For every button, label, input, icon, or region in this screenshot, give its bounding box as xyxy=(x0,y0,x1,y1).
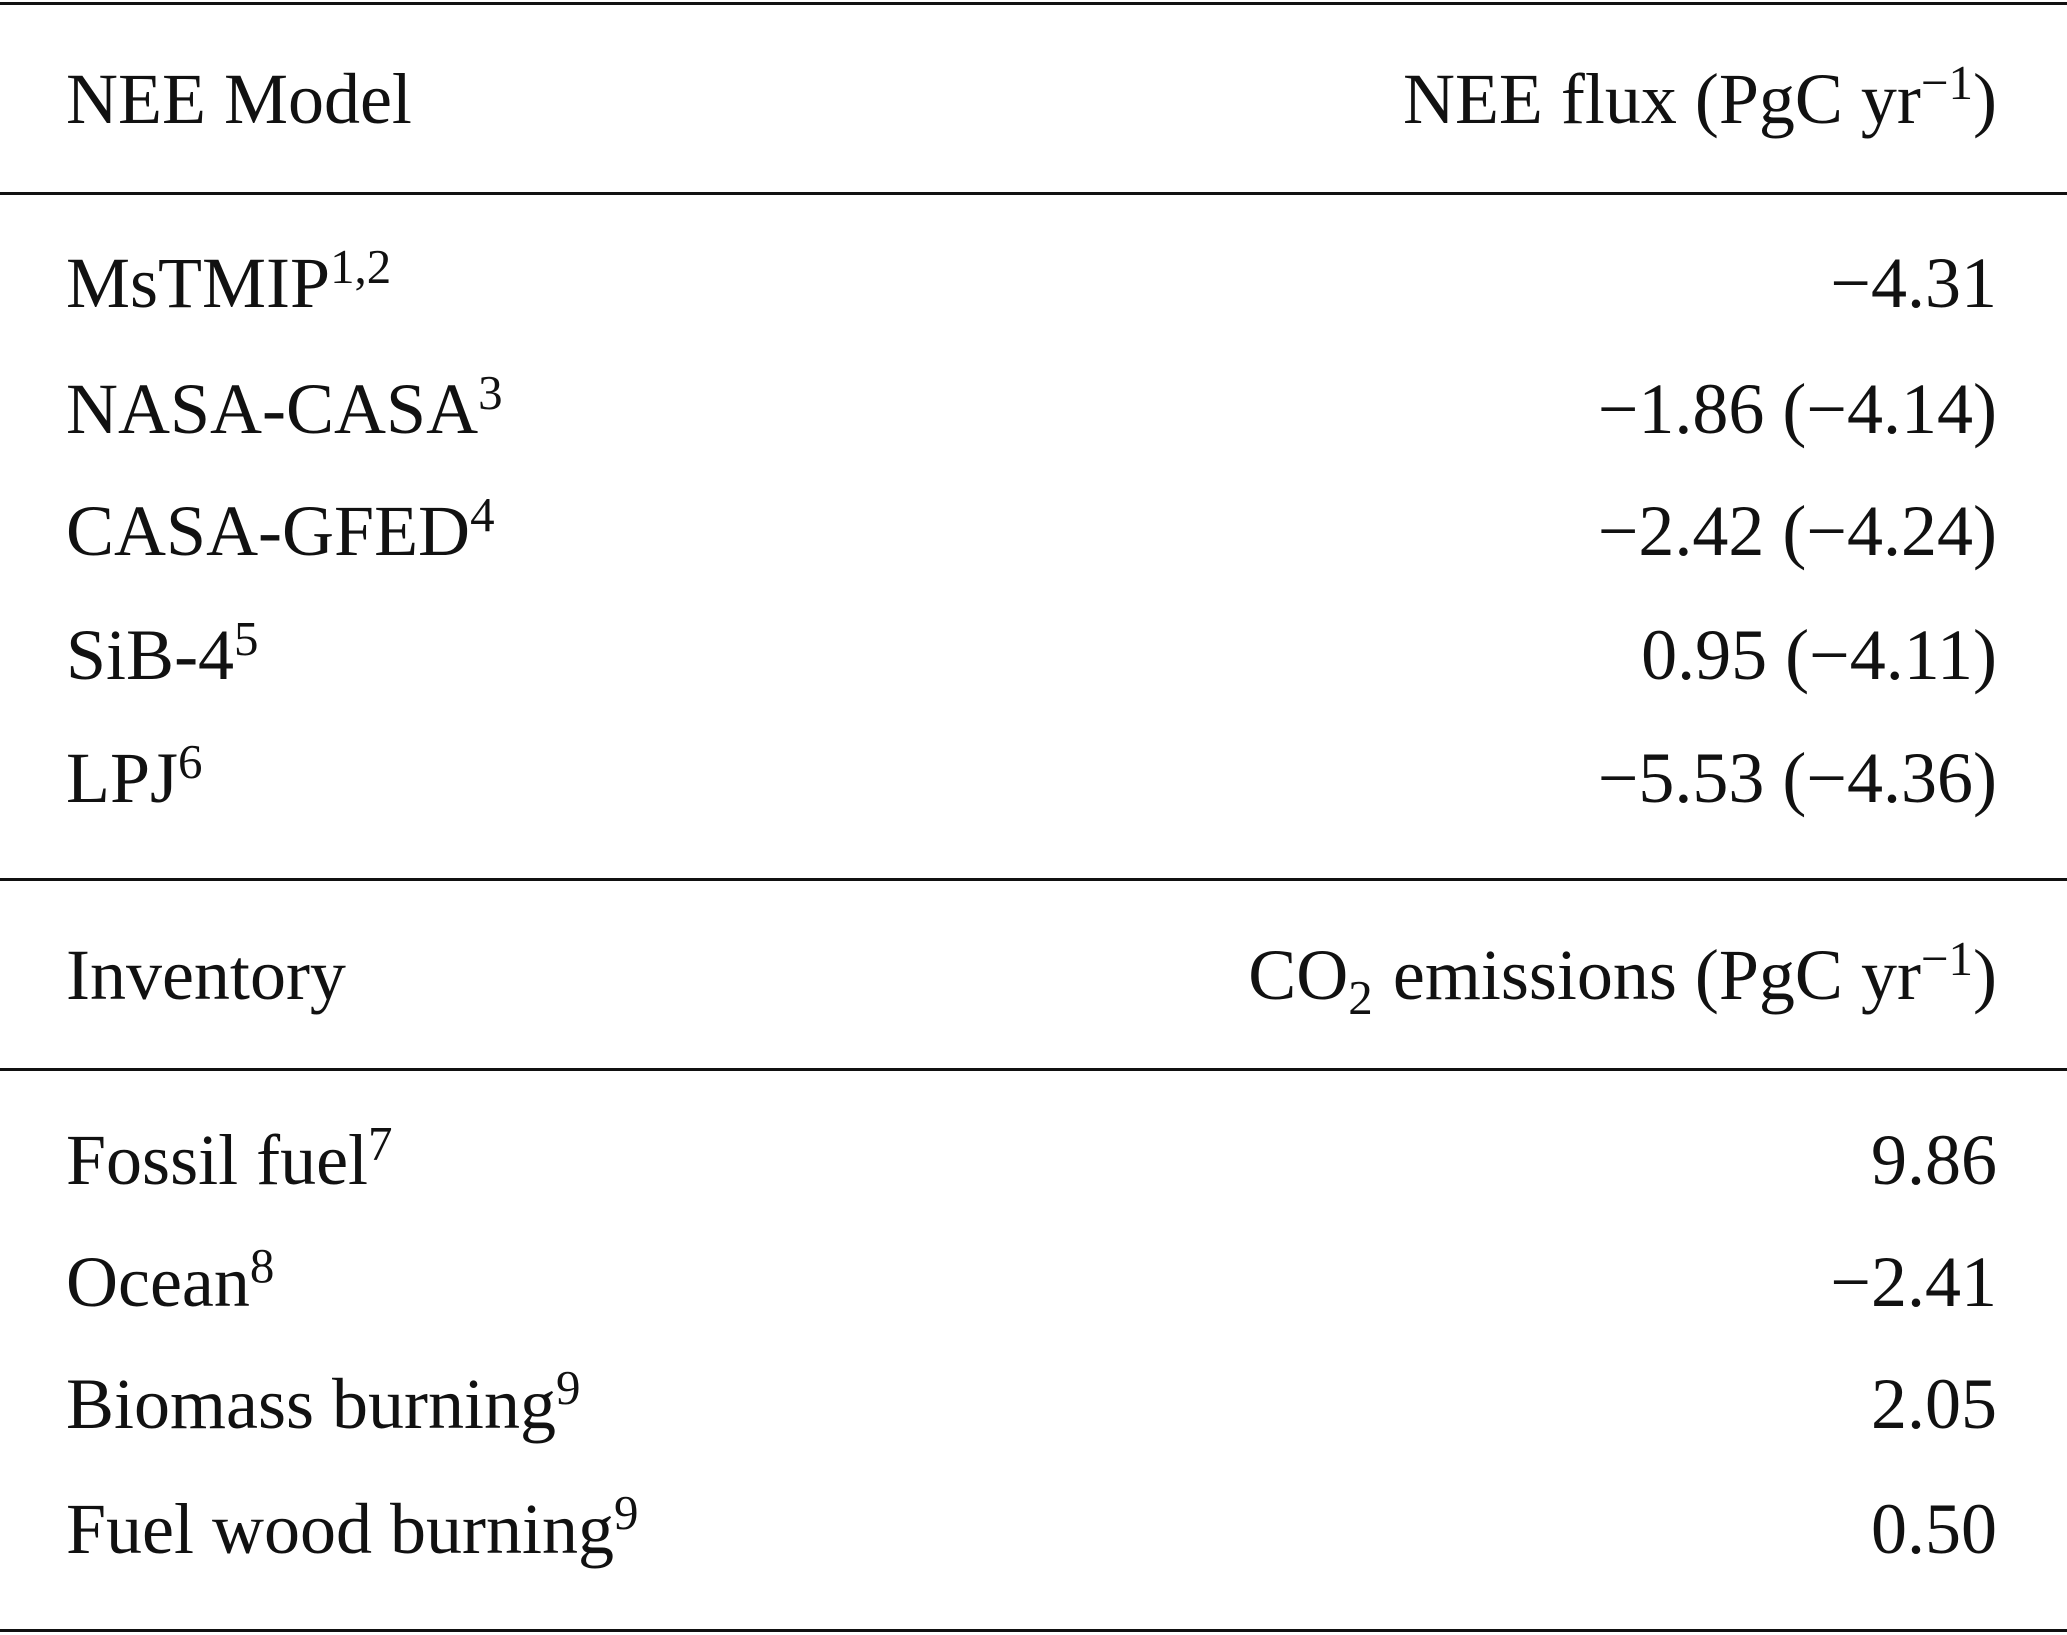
name: Ocean xyxy=(66,1242,250,1322)
reference-note: 1,2 xyxy=(330,238,392,294)
name: SiB-4 xyxy=(66,615,235,695)
header-rule xyxy=(0,192,2067,195)
column-header: NEE flux (PgC yr−1) xyxy=(1403,37,1997,161)
subscript: 2 xyxy=(1348,969,1373,1025)
row-label: Fossil fuel7 xyxy=(66,1098,393,1222)
reference-note: 4 xyxy=(470,486,495,542)
superscript: −1 xyxy=(1920,930,1974,986)
row-label: SiB-45 xyxy=(66,593,259,717)
row-label: LPJ6 xyxy=(66,716,203,840)
name: CASA-GFED xyxy=(66,491,471,571)
header-rule xyxy=(0,1068,2067,1071)
value-cell: −2.42 (−4.24) xyxy=(1597,491,1997,571)
row-label: Ocean8 xyxy=(66,1220,274,1344)
section-rule xyxy=(0,878,2067,881)
row-label: Fuel wood burning9 xyxy=(66,1467,638,1591)
name: Biomass burning xyxy=(66,1364,557,1444)
unit-prefix: CO xyxy=(1248,935,1349,1015)
top-rule xyxy=(0,2,2067,5)
row-label: CASA-GFED4 xyxy=(66,469,495,593)
name: Fuel wood burning xyxy=(66,1489,614,1569)
value-cell: 0.95 (−4.11) xyxy=(1641,615,1997,695)
bottom-rule xyxy=(0,1629,2067,1632)
reference-note: 3 xyxy=(478,364,503,420)
row-label: MsTMIP1,2 xyxy=(66,221,391,345)
name: Fossil fuel xyxy=(66,1120,369,1200)
name: LPJ xyxy=(66,738,179,818)
reference-note: 5 xyxy=(234,610,259,666)
table-row: SiB-45 0.95 (−4.11) xyxy=(66,593,1997,717)
unit-text: emissions (PgC yr xyxy=(1392,935,1921,1015)
value-cell: −1.86 (−4.14) xyxy=(1597,369,1997,449)
reference-note: 9 xyxy=(613,1484,639,1540)
reference-note: 6 xyxy=(178,733,203,789)
table-row: MsTMIP1,2 −4.31 xyxy=(66,221,1997,345)
row-label: NASA-CASA3 xyxy=(66,347,503,471)
table-row: LPJ6 −5.53 (−4.36) xyxy=(66,716,1997,840)
name: NASA-CASA xyxy=(66,369,479,449)
table-row: Biomass burning9 2.05 xyxy=(66,1342,1997,1466)
value-cell: 2.05 xyxy=(1871,1364,1997,1444)
table-row: Fossil fuel7 9.86 xyxy=(66,1098,1997,1222)
table-row: NASA-CASA3 −1.86 (−4.14) xyxy=(66,347,1997,471)
superscript: −1 xyxy=(1920,54,1974,110)
reference-note: 7 xyxy=(368,1115,393,1171)
table-row: Ocean8 −2.41 xyxy=(66,1220,1997,1344)
column-header: CO2 emissions (PgC yr−1) xyxy=(1248,913,1997,1037)
value-cell: −2.41 xyxy=(1830,1242,1997,1322)
value-cell: 9.86 xyxy=(1871,1120,1997,1200)
unit-text: NEE flux (PgC yr xyxy=(1402,59,1921,139)
table-row: CASA-GFED4 −2.42 (−4.24) xyxy=(66,469,1997,593)
header-row: Inventory CO2 emissions (PgC yr−1) xyxy=(66,913,1997,1037)
table-row: Fuel wood burning9 0.50 xyxy=(66,1467,1997,1591)
unit-end: ) xyxy=(1973,935,1997,1015)
column-header: Inventory xyxy=(66,935,346,1015)
value-cell: −4.31 xyxy=(1830,243,1997,323)
column-header: NEE Model xyxy=(66,59,412,139)
reference-note: 8 xyxy=(249,1237,275,1293)
row-label: Biomass burning9 xyxy=(66,1342,581,1466)
reference-note: 9 xyxy=(556,1359,581,1415)
name: MsTMIP xyxy=(66,243,331,323)
value-cell: −5.53 (−4.36) xyxy=(1597,738,1997,818)
unit-end: ) xyxy=(1973,59,1997,139)
value-cell: 0.50 xyxy=(1871,1489,1997,1569)
header-row: NEE Model NEE flux (PgC yr−1) xyxy=(66,37,1997,161)
